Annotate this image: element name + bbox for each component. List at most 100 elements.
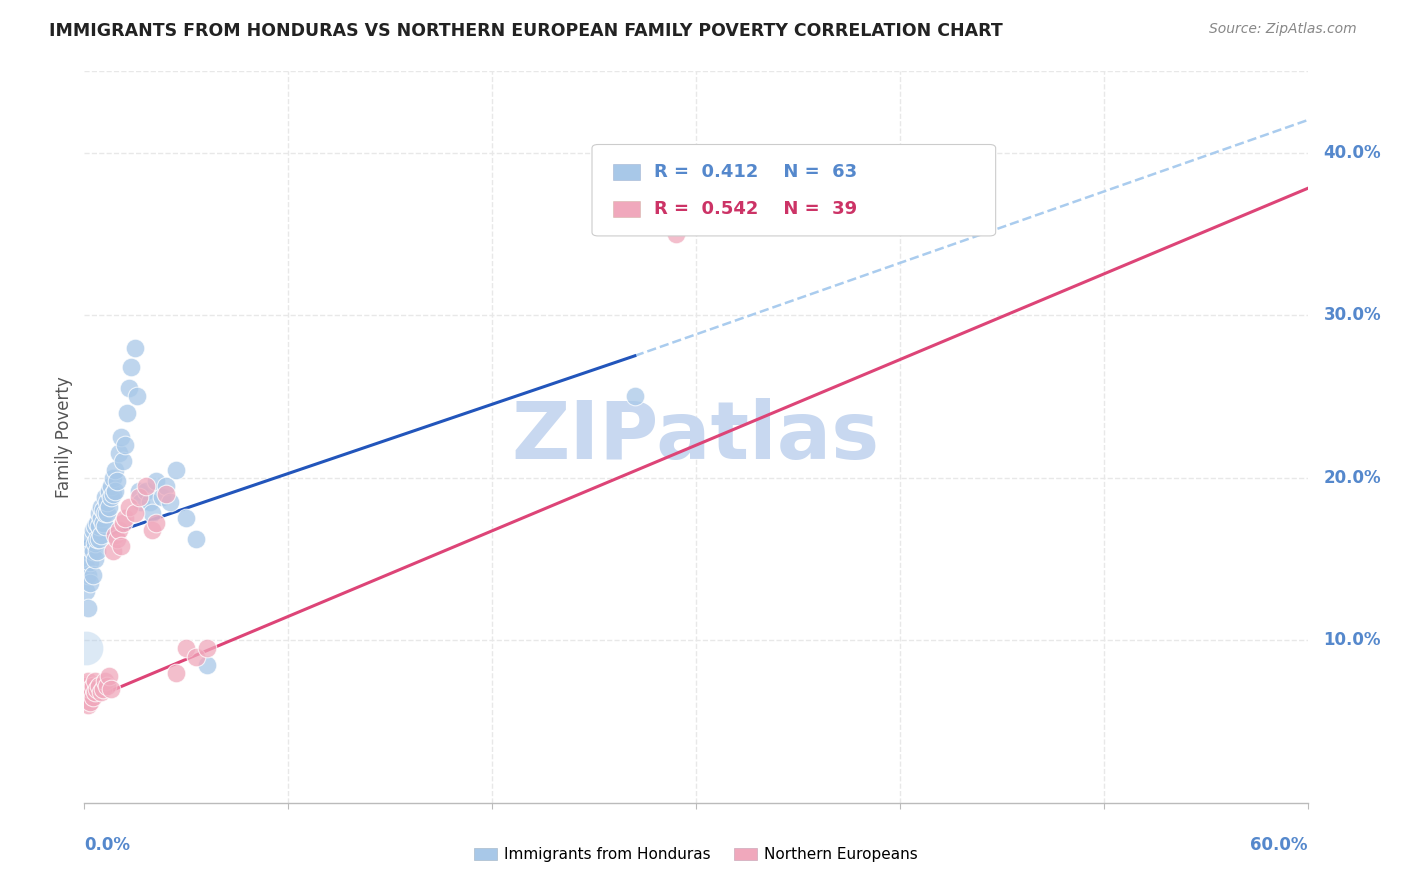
Point bbox=[82, 679, 104, 693]
Point bbox=[75, 685, 97, 699]
Text: IMMIGRANTS FROM HONDURAS VS NORTHERN EUROPEAN FAMILY POVERTY CORRELATION CHART: IMMIGRANTS FROM HONDURAS VS NORTHERN EUR… bbox=[49, 22, 1002, 40]
Point bbox=[83, 535, 105, 549]
Point bbox=[101, 544, 124, 558]
Text: ZIPatlas: ZIPatlas bbox=[512, 398, 880, 476]
Point bbox=[145, 516, 167, 531]
Point bbox=[79, 695, 101, 709]
Point bbox=[83, 552, 105, 566]
Point bbox=[118, 381, 141, 395]
Point bbox=[79, 555, 101, 569]
Point bbox=[155, 487, 177, 501]
Point bbox=[115, 406, 138, 420]
Point bbox=[104, 483, 127, 498]
Point bbox=[128, 490, 150, 504]
Point bbox=[165, 665, 187, 680]
Point bbox=[195, 657, 218, 672]
Point bbox=[87, 533, 110, 547]
Point bbox=[90, 685, 112, 699]
Point bbox=[624, 165, 647, 179]
Point bbox=[87, 679, 110, 693]
Point bbox=[91, 681, 114, 696]
Point bbox=[82, 568, 104, 582]
Point bbox=[186, 533, 208, 547]
Point bbox=[75, 685, 97, 699]
Point bbox=[82, 544, 104, 558]
Point bbox=[110, 430, 132, 444]
Point bbox=[97, 500, 120, 514]
Point bbox=[110, 539, 132, 553]
Point bbox=[150, 490, 173, 504]
Point bbox=[120, 360, 142, 375]
Point bbox=[127, 389, 149, 403]
FancyBboxPatch shape bbox=[592, 145, 995, 235]
Point bbox=[86, 533, 108, 547]
Point bbox=[114, 438, 136, 452]
Legend: Immigrants from Honduras, Northern Europeans: Immigrants from Honduras, Northern Europ… bbox=[468, 841, 924, 868]
Point bbox=[145, 474, 167, 488]
Point bbox=[101, 471, 124, 485]
Point bbox=[118, 500, 141, 514]
Point bbox=[112, 516, 135, 531]
Text: 20.0%: 20.0% bbox=[1323, 468, 1381, 487]
Text: R =  0.412    N =  63: R = 0.412 N = 63 bbox=[654, 162, 858, 181]
Text: 60.0%: 60.0% bbox=[1250, 836, 1308, 854]
Point bbox=[82, 690, 104, 705]
Point bbox=[112, 454, 135, 468]
Point bbox=[90, 527, 112, 541]
Text: 10.0%: 10.0% bbox=[1323, 632, 1381, 649]
Point bbox=[135, 479, 157, 493]
Point bbox=[165, 462, 187, 476]
Point bbox=[131, 495, 153, 509]
Point bbox=[75, 584, 97, 599]
Text: R =  0.542    N =  39: R = 0.542 N = 39 bbox=[654, 200, 858, 218]
Point bbox=[128, 483, 150, 498]
Point bbox=[100, 681, 122, 696]
Point bbox=[100, 490, 122, 504]
Point bbox=[174, 641, 197, 656]
Point bbox=[138, 495, 160, 509]
Point bbox=[87, 519, 110, 533]
Point bbox=[114, 511, 136, 525]
Point bbox=[96, 495, 118, 509]
Point bbox=[141, 523, 163, 537]
Point bbox=[86, 681, 108, 696]
Point bbox=[77, 544, 100, 558]
Point bbox=[195, 641, 218, 656]
Point bbox=[104, 462, 127, 476]
Point bbox=[83, 673, 105, 688]
Point bbox=[665, 227, 688, 241]
Point bbox=[91, 503, 114, 517]
Point bbox=[96, 679, 118, 693]
Point bbox=[83, 519, 105, 533]
Point bbox=[83, 685, 105, 699]
FancyBboxPatch shape bbox=[613, 163, 640, 180]
Point bbox=[105, 474, 128, 488]
Point bbox=[104, 527, 127, 541]
Point bbox=[77, 673, 100, 688]
Point bbox=[108, 446, 131, 460]
Point bbox=[87, 507, 110, 521]
Point bbox=[77, 698, 100, 713]
Point bbox=[75, 560, 97, 574]
Point bbox=[135, 483, 157, 498]
Point bbox=[93, 507, 115, 521]
Point bbox=[101, 487, 124, 501]
FancyBboxPatch shape bbox=[613, 201, 640, 217]
Point bbox=[100, 479, 122, 493]
Text: 40.0%: 40.0% bbox=[1323, 144, 1381, 161]
Text: Source: ZipAtlas.com: Source: ZipAtlas.com bbox=[1209, 22, 1357, 37]
Text: 0.0%: 0.0% bbox=[84, 836, 131, 854]
Point bbox=[79, 539, 101, 553]
Point bbox=[96, 507, 118, 521]
Point bbox=[90, 500, 112, 514]
Point bbox=[79, 681, 101, 696]
Text: 30.0%: 30.0% bbox=[1323, 306, 1381, 324]
Point bbox=[93, 519, 115, 533]
Point bbox=[174, 511, 197, 525]
Point bbox=[159, 495, 181, 509]
Point bbox=[93, 673, 115, 688]
Point bbox=[108, 523, 131, 537]
Point bbox=[77, 600, 100, 615]
Point bbox=[624, 389, 647, 403]
Point bbox=[93, 490, 115, 504]
